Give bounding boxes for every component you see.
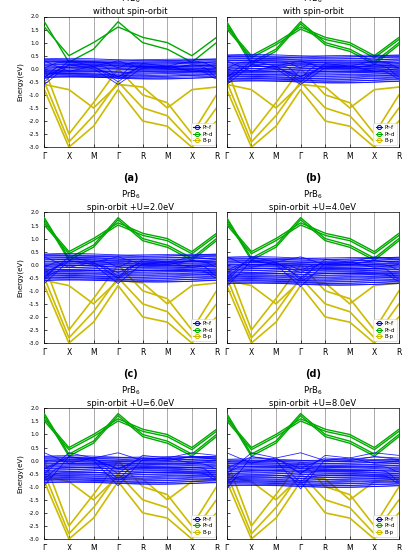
Legend: Pr-f, Pr-d, B-p: Pr-f, Pr-d, B-p [374, 318, 397, 342]
Legend: Pr-f, Pr-d, B-p: Pr-f, Pr-d, B-p [374, 515, 397, 537]
Title: PrB$_6$
spin-orbit +U=2.0eV: PrB$_6$ spin-orbit +U=2.0eV [87, 189, 174, 212]
Title: PrB$_6$
with spin-orbit: PrB$_6$ with spin-orbit [283, 0, 343, 16]
Legend: Pr-f, Pr-d, B-p: Pr-f, Pr-d, B-p [374, 123, 397, 145]
Legend: Pr-f, Pr-d, B-p: Pr-f, Pr-d, B-p [191, 515, 215, 537]
Text: (d): (d) [305, 369, 321, 379]
Title: PrB$_6$
spin-orbit +U=6.0eV: PrB$_6$ spin-orbit +U=6.0eV [87, 384, 174, 408]
Title: PrB$_6$
without spin-orbit: PrB$_6$ without spin-orbit [93, 0, 168, 16]
Y-axis label: Energy(eV): Energy(eV) [17, 62, 23, 101]
Legend: Pr-f, Pr-d, B-p: Pr-f, Pr-d, B-p [191, 318, 215, 342]
Y-axis label: Energy(eV): Energy(eV) [17, 454, 23, 493]
Text: (b): (b) [305, 173, 321, 183]
Title: PrB$_6$
spin-orbit +U=4.0eV: PrB$_6$ spin-orbit +U=4.0eV [269, 189, 356, 212]
Text: (c): (c) [123, 369, 138, 379]
Title: PrB$_6$
spin-orbit +U=8.0eV: PrB$_6$ spin-orbit +U=8.0eV [269, 384, 357, 408]
Legend: Pr-f, Pr-d, B-p: Pr-f, Pr-d, B-p [191, 123, 215, 145]
Text: (a): (a) [123, 173, 138, 183]
Y-axis label: Energy(eV): Energy(eV) [17, 258, 23, 297]
